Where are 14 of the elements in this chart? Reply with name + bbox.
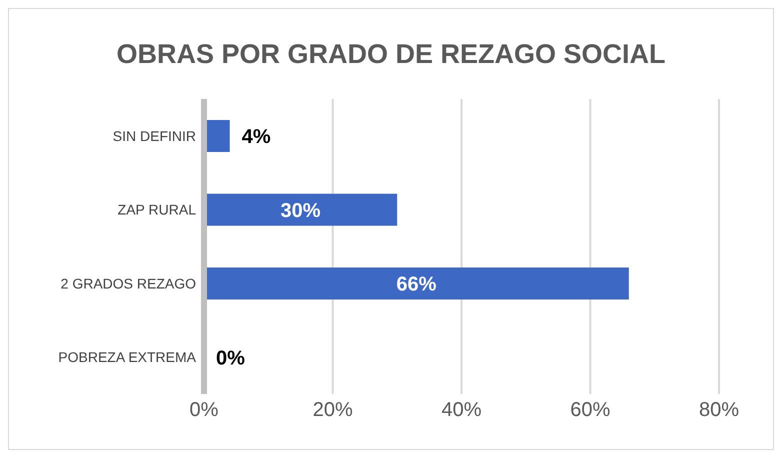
data-label: 4% [242,126,271,148]
data-label: 66% [396,274,437,296]
chart-title: OBRAS POR GRADO DE REZAGO SOCIAL [115,39,667,71]
data-label: 30% [280,200,321,222]
x-tick-label: 0% [190,399,219,422]
y-tick-label: 2 GRADOS REZAGO [60,275,196,292]
x-tick-label: 40% [441,399,482,422]
x-tick-label: 60% [570,399,610,422]
y-tick-label: ZAP RURAL [118,202,196,218]
y-tick-label: POBREZA EXTREMA [58,349,197,366]
x-tick-label: 80% [698,399,740,422]
x-tick-label: 20% [312,399,353,422]
y-tick-label: SIN DEFINIR [112,128,196,144]
data-label: 0% [216,347,246,370]
